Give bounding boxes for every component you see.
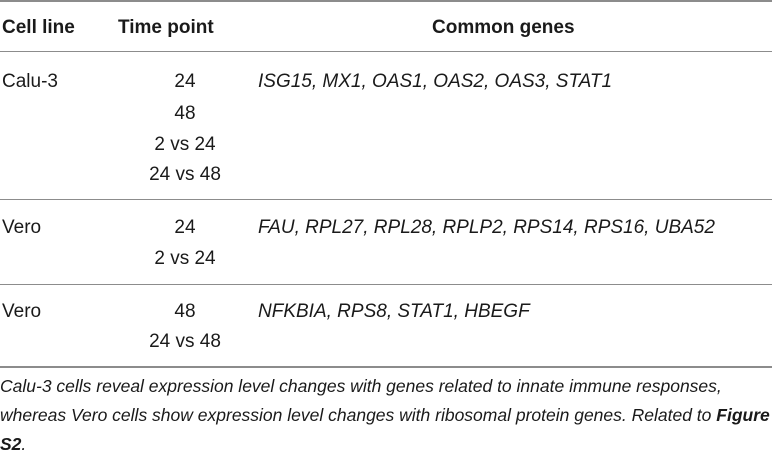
row-divider [0,284,772,285]
row-time-point: 2 vs 24 [154,134,216,155]
row-cell-line: Calu-3 [2,71,58,92]
caption-figure-ref: Figure S2 [0,405,770,454]
header-time-point: Time point [118,17,214,38]
table-top-rule [0,0,772,2]
row-cell-line: Vero [2,301,42,322]
table-bottom-rule [0,366,772,368]
row-divider [0,199,772,200]
header-cell-line: Cell line [2,17,75,38]
row-genes: FAU, RPL27, RPL28, RPLP2, RPS14, RPS16, … [258,217,715,238]
header-common-genes: Common genes [432,17,575,38]
row-time-point: 24 vs 48 [149,164,221,185]
row-time-point: 48 [174,301,196,322]
row-genes: ISG15, MX1, OAS1, OAS2, OAS3, STAT1 [258,71,613,92]
row-time-point: 2 vs 24 [154,248,216,269]
row-genes: NFKBIA, RPS8, STAT1, HBEGF [258,301,530,322]
caption-text: Calu-3 cells reveal expression level cha… [0,376,722,425]
row-cell-line: Vero [2,217,42,238]
row-time-point: 24 vs 48 [149,331,221,352]
row-time-point: 48 [174,103,196,124]
header-rule [0,51,772,52]
row-time-point: 24 [174,71,196,92]
table-caption: Calu-3 cells reveal expression level cha… [0,372,770,459]
caption-end: . [21,434,27,454]
row-time-point: 24 [174,217,196,238]
